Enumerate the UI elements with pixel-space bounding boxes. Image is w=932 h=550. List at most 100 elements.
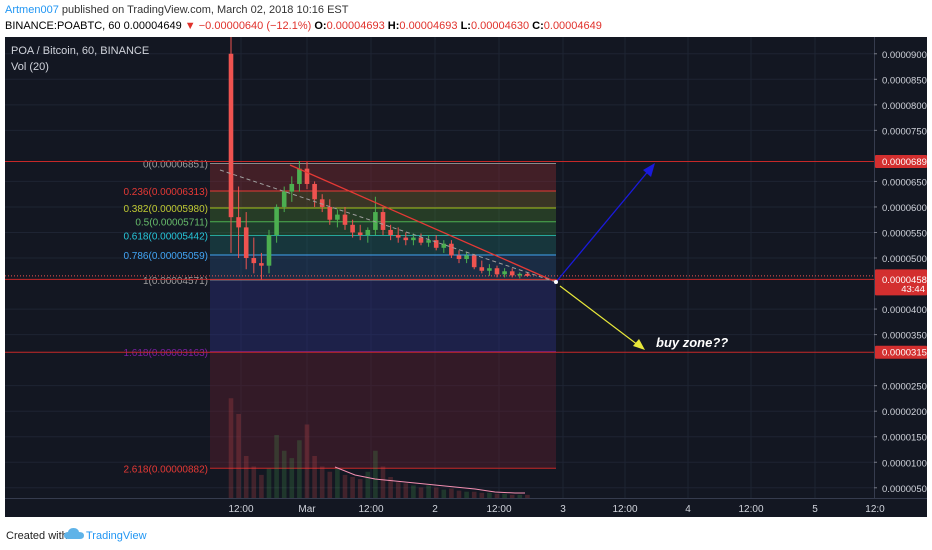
yellow-arrowhead-icon xyxy=(633,339,645,350)
horizontal-lines[interactable] xyxy=(5,161,874,353)
trend-line[interactable] xyxy=(289,164,557,283)
volume-bar xyxy=(418,487,424,498)
candle-body xyxy=(365,229,371,236)
volume-bar xyxy=(373,450,378,498)
last-price: 0.00004649 xyxy=(123,20,182,32)
candle-body xyxy=(312,183,317,200)
volume-bar xyxy=(327,471,333,498)
low-label: L: xyxy=(460,20,471,32)
volume-bar xyxy=(449,488,454,498)
tradingview-brand-link[interactable]: TradingView xyxy=(86,530,147,542)
volume-bar xyxy=(259,474,264,498)
fib-level-label: 0.5(0.00005711) xyxy=(135,218,208,229)
candle-body xyxy=(350,224,355,233)
price-label-bg xyxy=(875,345,927,359)
candle-body xyxy=(449,243,454,256)
time-tick-label: 5 xyxy=(812,504,818,515)
fibonacci-retracement[interactable]: 0(0.00006851) 0.236(0.00006313) 0.382(0.00… xyxy=(123,159,556,475)
volume-bar xyxy=(464,491,469,498)
candle-body xyxy=(335,214,340,220)
fib-level-label: 0.618(0.00005442) xyxy=(123,231,208,242)
publish-header: Artmen007 published on TradingView.com, … xyxy=(0,0,932,36)
price-change: −0.00000640 (−12.1%) xyxy=(198,20,312,32)
volume-bar xyxy=(380,466,386,498)
candle-body xyxy=(373,212,378,230)
fib-zone xyxy=(210,163,556,191)
candle-body xyxy=(509,271,515,276)
fib-level-label: 0.236(0.00006313) xyxy=(123,187,208,198)
fib-zone xyxy=(210,351,556,469)
time-tick-label: 12:00 xyxy=(486,504,511,515)
author-link[interactable]: Artmen007 xyxy=(5,4,59,16)
time-tick-label: 4 xyxy=(685,504,691,515)
dashed-trend-line[interactable] xyxy=(219,169,557,283)
fib-level-label: 2.618(0.00000882) xyxy=(123,464,208,475)
chart-svg[interactable]: 0(0.00006851) 0.236(0.00006313) 0.382(0.00… xyxy=(5,23,932,517)
candle-body xyxy=(433,240,439,248)
fib-level-label: 1.618(0.00003163) xyxy=(123,348,208,359)
volume-bar xyxy=(319,466,325,498)
chart-area[interactable]: 0(0.00006851) 0.236(0.00006313) 0.382(0.00… xyxy=(5,23,932,517)
candle-body xyxy=(525,273,530,276)
created-with-text: Created with xyxy=(6,530,68,542)
close-label: C: xyxy=(532,20,544,32)
down-arrow-icon: ▼ xyxy=(184,20,196,32)
volume-bar xyxy=(388,477,393,498)
candle-body xyxy=(236,217,241,228)
volume-bar xyxy=(350,477,355,498)
candle-body xyxy=(403,237,409,241)
yellow-arrow[interactable] xyxy=(559,285,639,346)
volume-bar xyxy=(236,414,241,498)
price-label-countdown: 43:44 xyxy=(901,284,925,295)
candle-body xyxy=(281,191,287,207)
drawings[interactable]: buy zone?? xyxy=(219,163,728,350)
volume-bar xyxy=(487,492,492,498)
candle-body xyxy=(502,271,507,275)
tradingview-cloud-icon xyxy=(64,528,84,539)
candle-body xyxy=(319,199,325,207)
candle-body xyxy=(494,268,500,275)
candle-body xyxy=(357,232,363,236)
blue-arrowhead-icon xyxy=(643,163,655,177)
open-value: 0.00004693 xyxy=(326,20,385,32)
close-value: 0.00004649 xyxy=(543,20,602,32)
price-labels: 0.000068900.0000464943:440.000045810.000… xyxy=(875,155,932,359)
volume-bar xyxy=(297,440,302,498)
blue-arrow[interactable] xyxy=(555,168,651,283)
fib-level-label: 1(0.00004571) xyxy=(143,276,208,287)
annotation-text[interactable]: buy zone?? xyxy=(656,335,728,350)
candle-body xyxy=(426,240,431,243)
volume-bar xyxy=(342,474,348,498)
high-value: 0.00004693 xyxy=(399,20,458,32)
time-tick-label: 12:00 xyxy=(358,504,383,515)
fib-level-label: 0.786(0.00005059) xyxy=(123,251,208,262)
candle-body xyxy=(274,206,279,236)
candle-body xyxy=(228,53,234,218)
trendline-anchor[interactable] xyxy=(554,280,558,284)
volume-bar xyxy=(395,482,401,498)
volume-bar xyxy=(289,458,295,498)
candle-body xyxy=(388,229,393,236)
fib-level-label: 0.382(0.00005980) xyxy=(123,204,208,215)
candle-body xyxy=(266,235,272,266)
volume-bar xyxy=(243,456,249,498)
volume-bar xyxy=(509,494,515,498)
volume-bar xyxy=(471,491,477,498)
grid-lines xyxy=(5,37,927,499)
time-axis[interactable]: 12:00 Mar 12:00 2 12:00 3 12:00 4 12:00 5 12:0 xyxy=(228,504,885,515)
price-tick-label: 0.00000500 xyxy=(882,484,927,495)
footer: Created with TradingView xyxy=(0,517,932,550)
legend: POA / Bitcoin, 60, BINANCE Vol (20) xyxy=(11,45,149,73)
time-tick-label: Mar xyxy=(298,504,316,515)
candle-body xyxy=(243,227,249,259)
volume-bar xyxy=(266,468,272,498)
price-label-value: 0.00006890 xyxy=(882,157,927,168)
volume-bar xyxy=(411,485,416,498)
volume-bar xyxy=(228,398,234,498)
